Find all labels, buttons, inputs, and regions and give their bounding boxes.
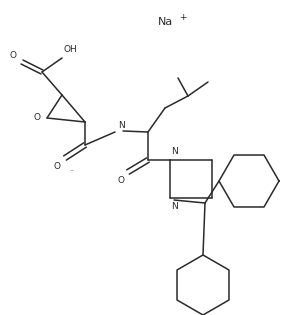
Text: O: O [33, 113, 40, 123]
Text: O: O [54, 162, 61, 171]
Text: N: N [118, 121, 125, 130]
Text: Na: Na [158, 17, 173, 27]
Text: N: N [171, 202, 178, 211]
Text: N: N [171, 147, 178, 156]
Text: O: O [10, 51, 17, 60]
Text: +: + [179, 13, 186, 21]
Text: O: O [117, 176, 124, 185]
Text: OH: OH [64, 45, 78, 54]
Text: ⁻: ⁻ [69, 167, 73, 176]
